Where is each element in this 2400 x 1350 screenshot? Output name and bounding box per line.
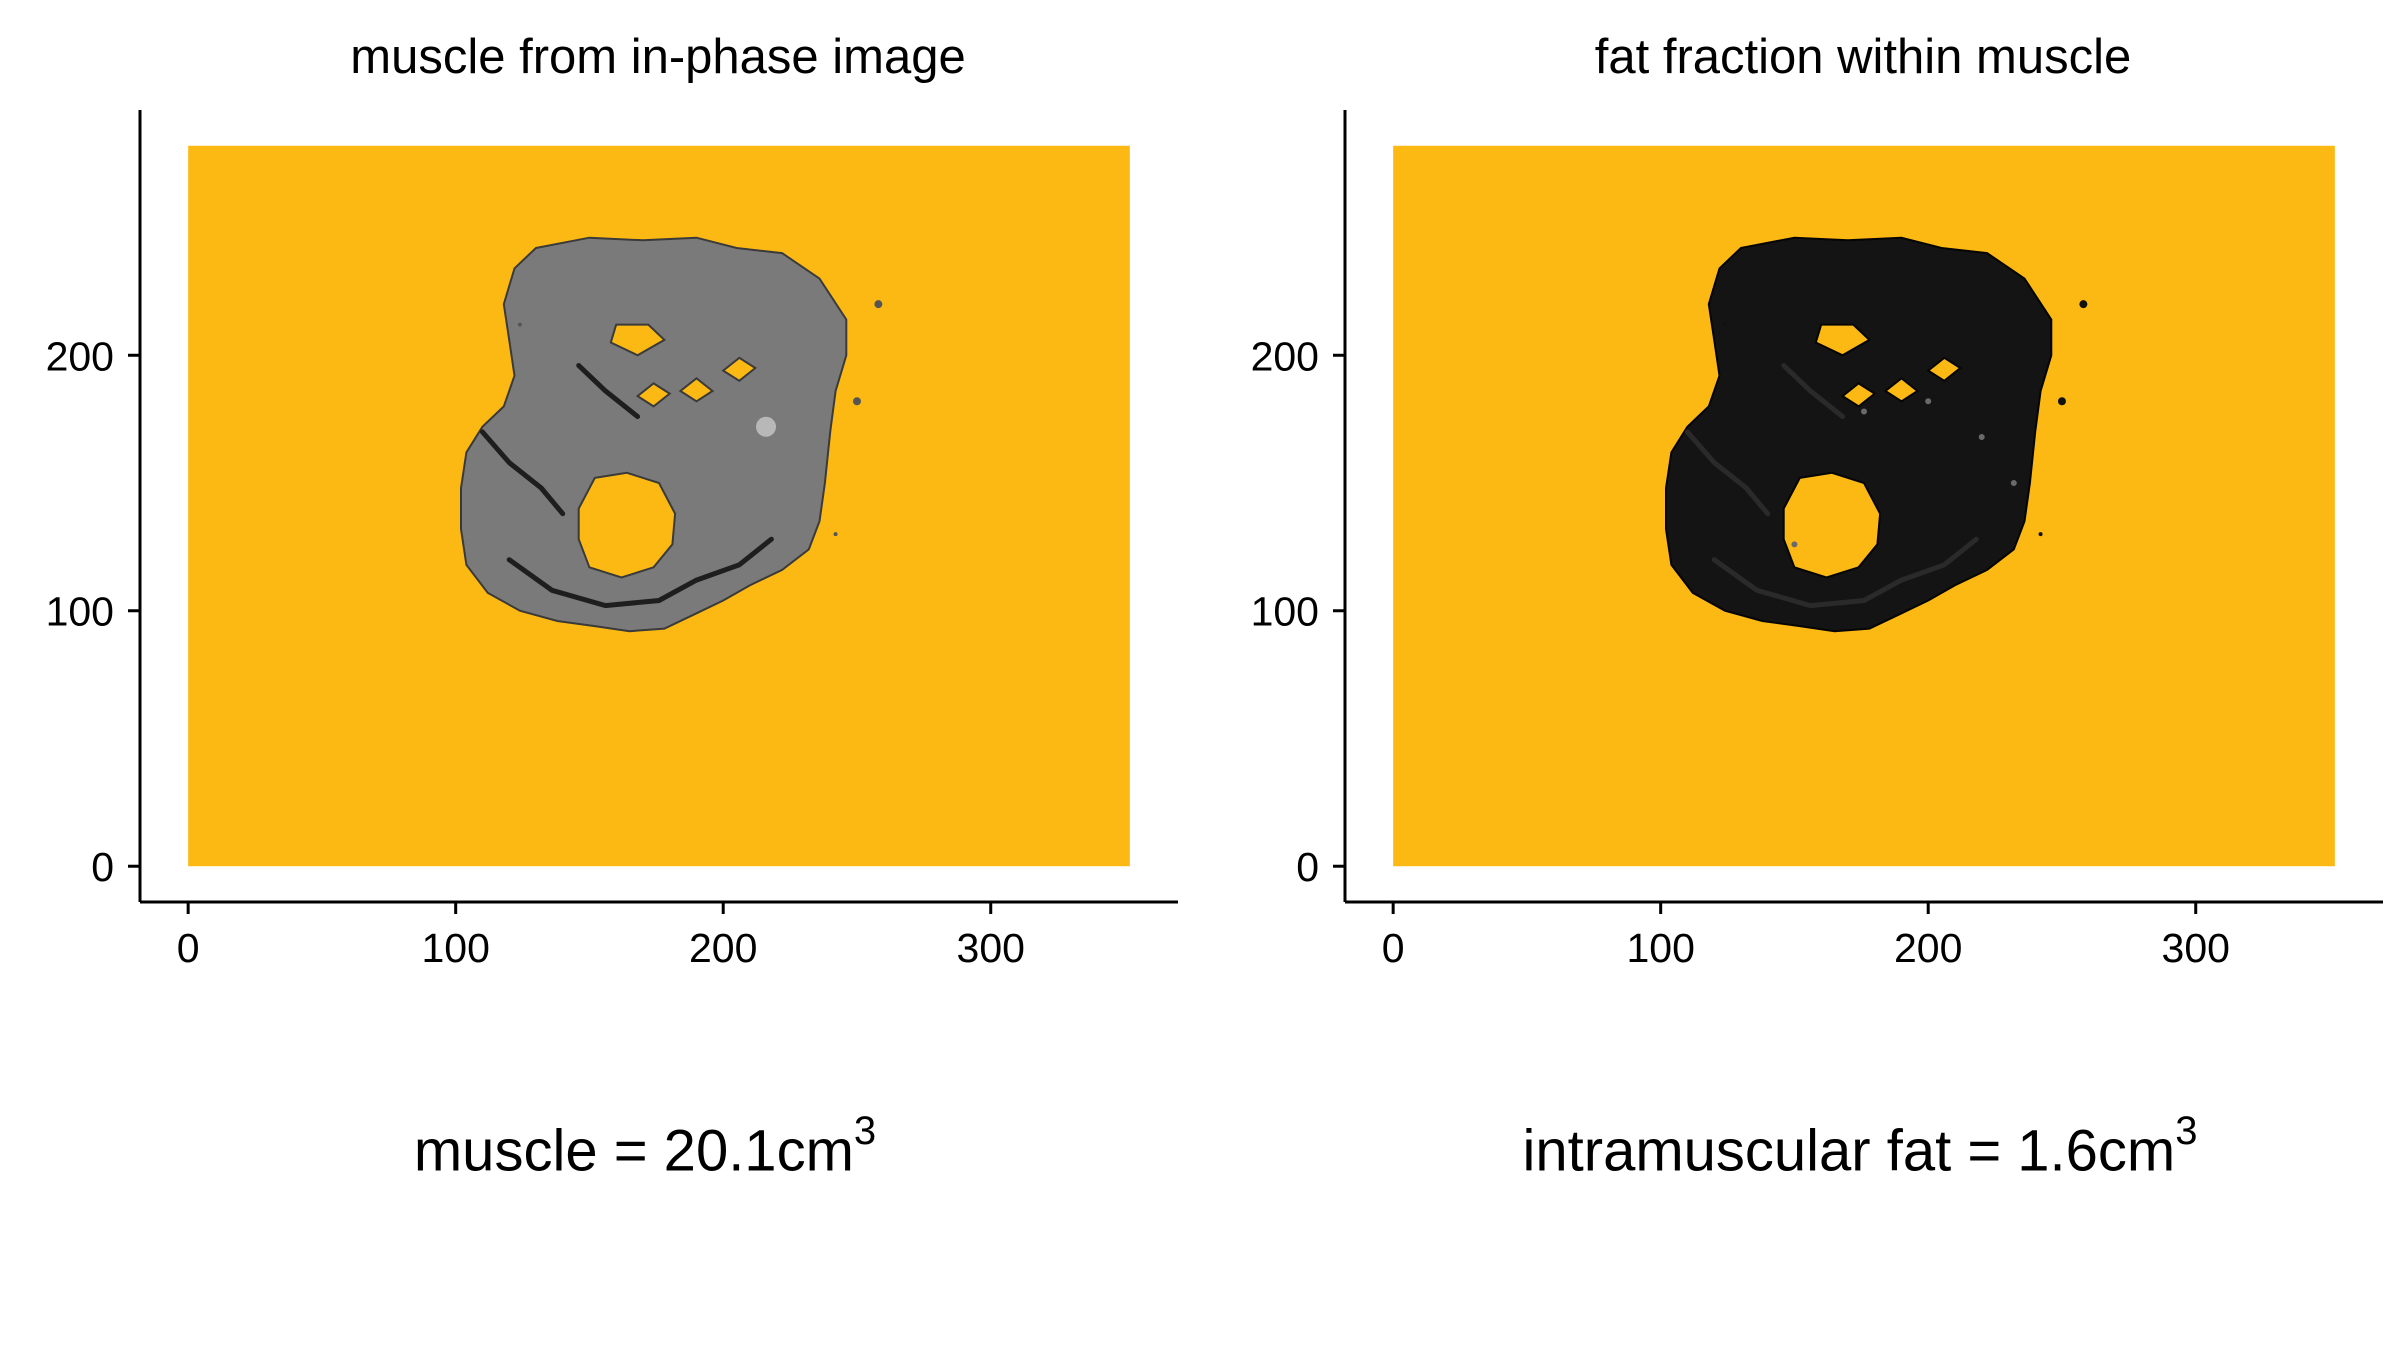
fat-speck <box>2010 480 2017 487</box>
x-tick-label: 300 <box>957 925 1025 971</box>
tissue-fragment <box>874 300 883 309</box>
tissue-fragment <box>1722 322 1727 327</box>
caption-text: intramuscular fat = 1.6cm <box>1522 1118 2176 1184</box>
x-tick-label: 200 <box>1894 925 1962 971</box>
fascia-line <box>1781 363 1846 420</box>
x-tick-label: 100 <box>421 925 489 971</box>
tissue-fragment <box>833 532 838 537</box>
panel-fat-fraction: fat fraction within muscle 0 100 200 300 0 1… <box>1205 0 2400 1350</box>
chart-muscle: muscle from in-phase image 0 100 200 300 0 1… <box>46 30 1178 971</box>
fascia-line <box>694 536 774 583</box>
y-tick-label: 100 <box>1251 589 1319 635</box>
chart-title: muscle from in-phase image <box>350 30 965 84</box>
caption-superscript: 3 <box>853 1109 877 1153</box>
fat-map-image <box>1665 236 2088 633</box>
muscle-volume-caption: muscle = 20.1cm3 <box>413 1109 876 1184</box>
fascia-line <box>1899 536 1979 583</box>
plot-area <box>188 145 1130 867</box>
fat-speck <box>1791 541 1798 548</box>
x-tick-label: 200 <box>689 925 757 971</box>
y-tick-label: 200 <box>46 333 114 379</box>
fat-speck <box>1978 434 1985 441</box>
fascia-line <box>479 429 566 517</box>
y-tick-label: 0 <box>91 844 114 890</box>
x-tick-label: 100 <box>1626 925 1694 971</box>
fat-speck <box>1925 398 1932 405</box>
tissue-fragment <box>517 322 522 327</box>
chart-title: fat fraction within muscle <box>1595 30 2132 84</box>
fascia-line <box>506 557 699 609</box>
mri-thigh-image <box>460 236 883 633</box>
fascia-line <box>1684 429 1771 517</box>
chart-fat-fraction: fat fraction within muscle 0 100 200 300 0 1… <box>1251 30 2383 971</box>
tissue-fragment <box>2038 532 2043 537</box>
tissue-fragment <box>2057 397 2066 406</box>
tissue-fragment <box>852 397 861 406</box>
fascia-line <box>576 363 641 420</box>
x-tick-label: 0 <box>1382 925 1405 971</box>
caption-superscript: 3 <box>2175 1109 2198 1153</box>
fat-volume-caption: intramuscular fat = 1.6cm3 <box>1522 1109 2197 1184</box>
tissue-fragment <box>2079 300 2088 309</box>
y-tick-label: 200 <box>1251 333 1319 379</box>
x-tick-label: 0 <box>177 925 200 971</box>
y-tick-label: 100 <box>46 589 114 635</box>
tissue-region <box>460 236 848 633</box>
fascia-line <box>1711 557 1904 609</box>
panel-muscle: muscle from in-phase image 0 100 200 300 0 1… <box>46 30 1178 1184</box>
y-tick-label: 0 <box>1296 844 1319 890</box>
x-tick-label: 300 <box>2162 925 2230 971</box>
fat-speck <box>1861 408 1867 415</box>
bright-spot <box>756 416 777 437</box>
tissue-region <box>1665 236 2053 633</box>
plot-area <box>1393 145 2335 867</box>
caption-text: muscle = 20.1cm <box>413 1118 854 1184</box>
